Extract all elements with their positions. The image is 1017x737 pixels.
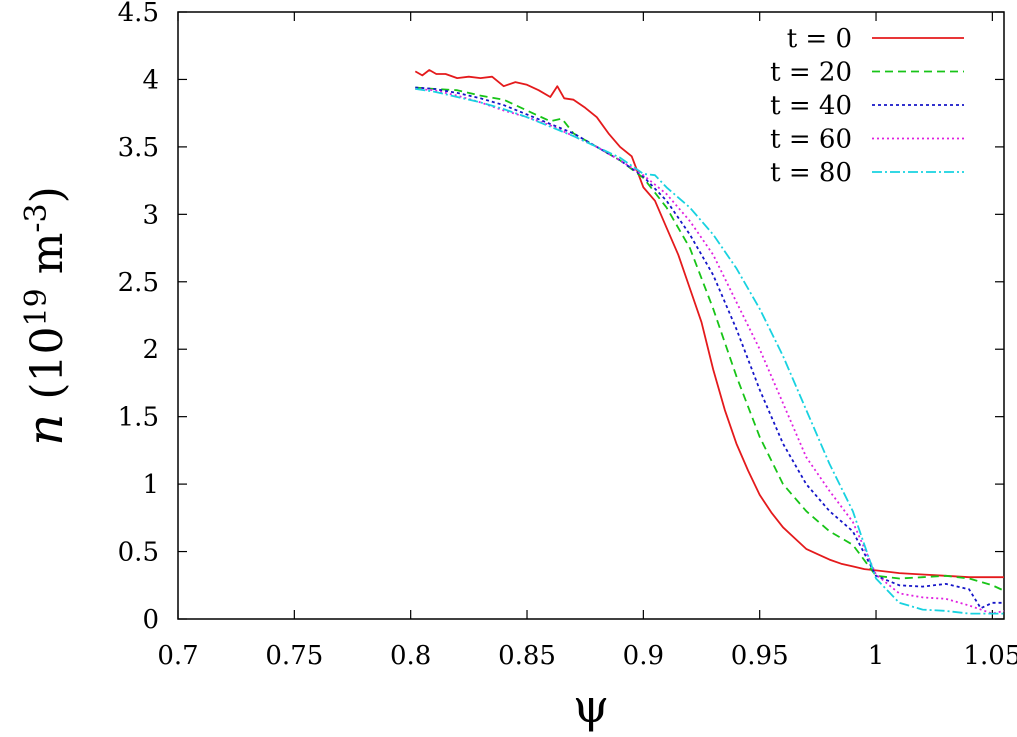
- y-tick-label: 1: [142, 470, 159, 500]
- x-axis-ticks: 0.7 0.75 0.8 0.85 0.9 0.95 1 1.05: [157, 12, 1017, 671]
- y-axis-ticks: 0 0.5 1 1.5 2 2.5 3 3.5 4 4.5: [118, 0, 1004, 635]
- y-label-open: (10: [22, 326, 73, 413]
- x-tick-label: 0.8: [390, 641, 431, 671]
- y-tick-label: 4: [142, 65, 159, 95]
- plot-frame: [177, 11, 1005, 620]
- series-line-4: [415, 88, 1004, 615]
- y-label-exponent-unit: -3: [19, 203, 54, 232]
- y-tick-label: 2.5: [118, 268, 159, 298]
- series-line-1: [415, 86, 1005, 592]
- x-axis-title: ψ: [573, 679, 609, 733]
- x-tick-label: 1: [868, 641, 885, 671]
- x-tick-label: 0.9: [623, 641, 664, 671]
- legend-label: t = 20: [770, 58, 852, 88]
- x-tick-label: 0.85: [498, 641, 556, 671]
- x-tick-label: 0.75: [265, 641, 323, 671]
- x-tick-label: 0.7: [157, 641, 198, 671]
- y-label-exponent: 19: [19, 288, 54, 326]
- y-tick-label: 0: [142, 605, 159, 635]
- y-tick-label: 4.5: [118, 0, 159, 28]
- y-tick-label: 2: [142, 335, 159, 365]
- legend-label: t = 80: [770, 158, 852, 188]
- y-tick-label: 3: [142, 200, 159, 230]
- x-tick-label: 1.05: [963, 641, 1017, 671]
- y-tick-label: 3.5: [118, 133, 159, 163]
- legend-label: t = 60: [770, 125, 852, 155]
- x-tick-label: 0.95: [731, 641, 789, 671]
- y-label-unit: m: [22, 233, 73, 289]
- legend: t = 0 t = 20t = 40 t = 60t = 80: [770, 24, 964, 188]
- y-tick-label: 0.5: [118, 538, 159, 568]
- series-line-3: [415, 88, 1005, 615]
- legend-label: t = 0: [787, 24, 852, 54]
- y-label-close: ): [22, 186, 73, 203]
- y-tick-label: 1.5: [118, 403, 159, 433]
- legend-label: t = 40: [770, 91, 852, 121]
- y-label-variable: n: [16, 414, 74, 446]
- data-series: [414, 69, 1005, 615]
- series-line-0: [414, 69, 1004, 579]
- series-line-2: [415, 86, 1004, 610]
- y-axis-title: n (1019 m-3): [16, 186, 74, 446]
